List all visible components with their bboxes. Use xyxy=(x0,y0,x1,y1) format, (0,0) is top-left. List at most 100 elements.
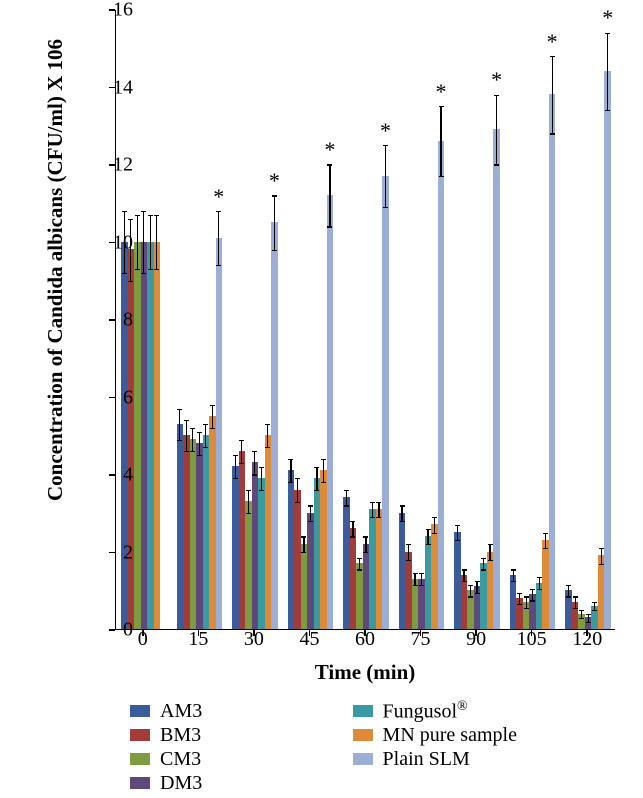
error-cap xyxy=(327,226,332,227)
error-cap xyxy=(190,451,195,452)
error-cap xyxy=(288,459,293,460)
error-cap xyxy=(272,250,277,251)
error-cap xyxy=(586,614,591,615)
x-tick-label: 75 xyxy=(411,628,431,651)
error-bar xyxy=(261,467,262,490)
error-cap xyxy=(252,474,257,475)
legend-label: BM3 xyxy=(160,724,201,747)
error-cap xyxy=(573,596,578,597)
x-tick-label: 60 xyxy=(355,628,375,651)
error-cap xyxy=(468,585,473,586)
error-cap xyxy=(154,215,159,216)
error-bar xyxy=(401,506,402,522)
x-tick-label: 105 xyxy=(517,628,547,651)
error-bar xyxy=(156,215,157,269)
error-cap xyxy=(265,424,270,425)
error-bar xyxy=(303,537,304,553)
error-bar xyxy=(476,582,477,594)
significance-marker: * xyxy=(436,79,447,105)
error-cap xyxy=(566,585,571,586)
error-cap xyxy=(344,490,349,491)
error-cap xyxy=(350,536,355,537)
error-cap xyxy=(439,106,444,107)
error-cap xyxy=(586,622,591,623)
error-cap xyxy=(383,145,388,146)
y-tick-label: 8 xyxy=(93,309,133,332)
error-cap xyxy=(197,455,202,456)
error-bar xyxy=(489,545,490,561)
error-cap xyxy=(592,610,597,611)
error-cap xyxy=(203,447,208,448)
x-tick-label: 120 xyxy=(572,628,602,651)
error-bar xyxy=(408,545,409,561)
error-bar xyxy=(241,440,242,463)
error-cap xyxy=(599,564,604,565)
error-bar xyxy=(212,405,213,428)
bar-PlainSLM xyxy=(549,94,556,629)
error-cap xyxy=(481,569,486,570)
y-axis-title: Concentration of Candida albicans (CFU/m… xyxy=(43,10,68,530)
error-cap xyxy=(413,585,418,586)
error-cap xyxy=(530,600,535,601)
legend-swatch xyxy=(353,705,373,717)
error-cap xyxy=(400,521,405,522)
error-cap xyxy=(517,593,522,594)
legend-label: CM3 xyxy=(160,748,201,771)
error-cap xyxy=(468,596,473,597)
legend-label: Plain SLM xyxy=(383,748,470,771)
error-cap xyxy=(383,207,388,208)
error-bar xyxy=(414,574,415,586)
legend-item-AM3: AM3 xyxy=(130,700,353,722)
error-cap xyxy=(579,610,584,611)
y-tick-label: 12 xyxy=(93,154,133,177)
error-bar xyxy=(150,215,151,269)
error-cap xyxy=(141,211,146,212)
x-tick-label: 0 xyxy=(138,628,148,651)
legend-label: MN pure sample xyxy=(383,724,517,747)
error-cap xyxy=(455,540,460,541)
error-bar xyxy=(199,432,200,455)
error-cap xyxy=(376,502,381,503)
legend-item-MN: MN pure sample xyxy=(353,724,580,746)
error-cap xyxy=(135,269,140,270)
error-cap xyxy=(419,573,424,574)
legend-item-Fungusol: Fungusol® xyxy=(353,700,580,722)
bar-PlainSLM xyxy=(216,238,223,629)
error-bar xyxy=(385,146,386,208)
error-bar xyxy=(359,558,360,570)
error-cap xyxy=(530,589,535,590)
error-cap xyxy=(259,467,264,468)
error-cap xyxy=(426,529,431,530)
error-cap xyxy=(462,581,467,582)
error-cap xyxy=(177,440,182,441)
error-cap xyxy=(314,490,319,491)
error-cap xyxy=(550,133,555,134)
error-bar xyxy=(267,425,268,448)
error-cap xyxy=(141,273,146,274)
error-cap xyxy=(252,451,257,452)
error-cap xyxy=(135,215,140,216)
error-cap xyxy=(517,604,522,605)
error-cap xyxy=(524,608,529,609)
error-cap xyxy=(122,273,127,274)
significance-marker: * xyxy=(269,168,280,194)
error-bar xyxy=(352,522,353,538)
error-cap xyxy=(128,219,133,220)
error-bar xyxy=(235,456,236,479)
legend-swatch xyxy=(353,753,373,765)
error-cap xyxy=(122,211,127,212)
error-cap xyxy=(177,409,182,410)
error-cap xyxy=(308,505,313,506)
error-bar xyxy=(186,421,187,452)
error-cap xyxy=(537,589,542,590)
error-bar xyxy=(434,518,435,534)
error-bar xyxy=(568,585,569,597)
error-cap xyxy=(363,536,368,537)
error-bar xyxy=(607,33,608,111)
error-cap xyxy=(295,502,300,503)
error-cap xyxy=(439,176,444,177)
error-cap xyxy=(128,281,133,282)
error-cap xyxy=(327,164,332,165)
y-tick-label: 6 xyxy=(93,386,133,409)
error-cap xyxy=(426,544,431,545)
